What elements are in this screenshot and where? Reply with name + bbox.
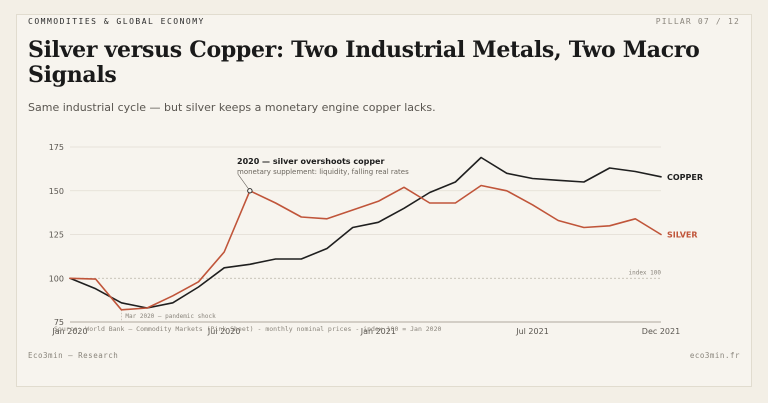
x-tick-label: Dec 2021 [642,327,680,336]
x-tick-label: Jan 2021 [360,327,396,336]
annotation-leader [237,173,251,191]
page-title: Silver versus Copper: Two Industrial Met… [28,37,700,88]
reference-line-label: index 100 [628,269,661,276]
series-line-silver [69,184,662,311]
y-tick-label: 125 [49,231,64,240]
x-tick-label: Jul 2021 [515,327,549,336]
kicker: COMMODITIES & GLOBAL ECONOMY [28,17,205,26]
card [16,14,752,387]
series-line-copper [69,156,662,309]
y-tick-label: 175 [49,143,64,152]
subtitle: Same industrial cycle — but silver keeps… [28,101,436,114]
shock-annotation: Mar 2020 — pandemic shock [125,313,216,320]
annotation-title: 2020 — silver overshoots copper [237,157,384,166]
y-tick-label: 100 [49,274,64,283]
series-label-silver: SILVER [667,231,698,240]
x-tick-label: Jan 2020 [51,327,87,336]
pager: PILLAR 07 / 12 [655,17,740,26]
annotation-text: monetary supplement: liquidity, falling … [237,168,409,176]
x-tick-label: Jul 2020 [207,327,241,336]
source-note: Source: World Bank — Commodity Markets (… [54,325,442,333]
y-tick-label: 150 [49,187,64,196]
footer-brand: Eco3min — Research [28,351,119,360]
series-label-copper: COPPER [667,173,703,182]
footer-link[interactable]: eco3min.fr [689,351,740,360]
y-tick-label: 75 [54,318,64,327]
annotation-point [247,188,253,194]
